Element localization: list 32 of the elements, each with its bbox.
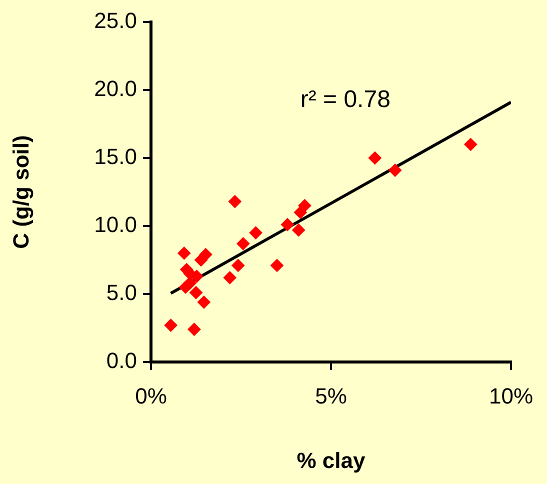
y-tick-label: 25.0	[94, 8, 137, 34]
y-tick-label: 15.0	[94, 144, 137, 170]
y-tick-label: 20.0	[94, 76, 137, 102]
point	[249, 226, 262, 240]
point	[183, 276, 196, 290]
point	[197, 296, 210, 309]
point	[228, 195, 242, 208]
point	[368, 152, 382, 164]
y-tick-label: 0.0	[106, 348, 137, 374]
y-axis-title: C (g/g soil)	[8, 135, 34, 249]
point	[270, 258, 284, 272]
y-tick-label: 5.0	[106, 280, 137, 306]
x-tick-label: 0%	[135, 383, 167, 408]
point	[190, 286, 202, 300]
annotation: r² = 0.78	[300, 86, 390, 113]
point	[164, 318, 178, 332]
point	[236, 237, 250, 250]
x-axis-title: % clay	[296, 448, 366, 473]
x-tick-label: 10%	[488, 383, 534, 408]
point	[464, 138, 478, 151]
point	[188, 322, 201, 336]
point	[178, 246, 191, 260]
point	[199, 248, 212, 262]
point	[232, 258, 245, 272]
point	[190, 270, 204, 283]
point	[388, 164, 402, 177]
point	[223, 271, 236, 284]
y-tick-label: 10.0	[94, 212, 137, 238]
x-tick-label: 5%	[315, 383, 347, 408]
point	[292, 224, 306, 237]
point	[280, 218, 294, 232]
point	[298, 199, 312, 212]
